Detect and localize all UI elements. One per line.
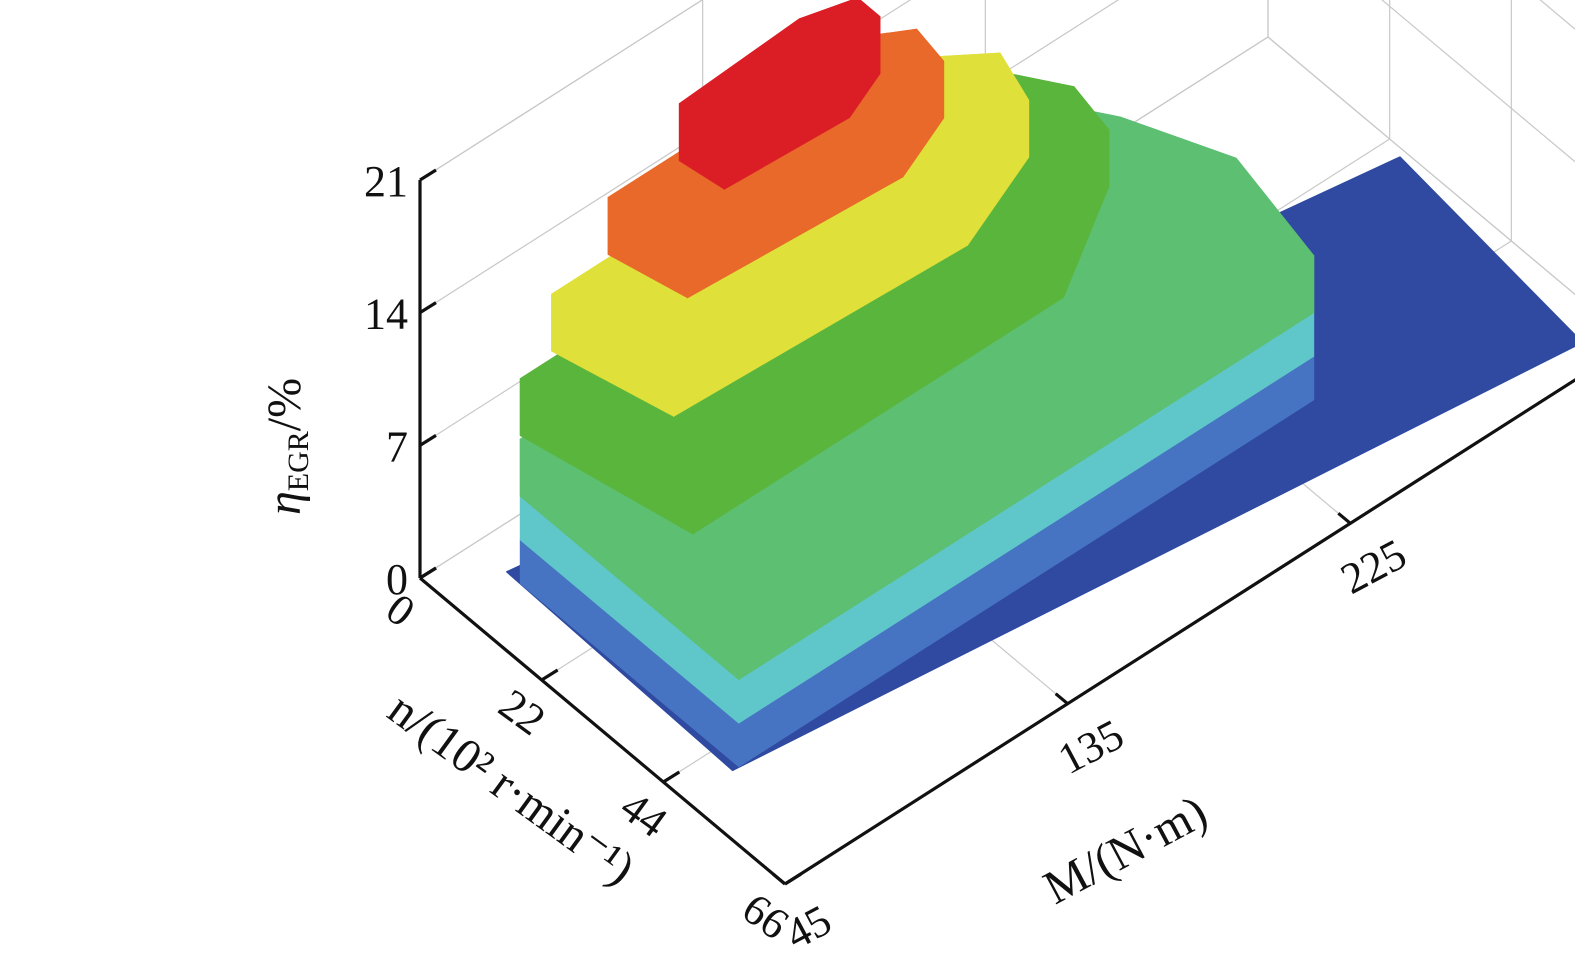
y-tick	[1054, 692, 1069, 705]
y-tick-label: 225	[1333, 529, 1414, 603]
z-tick	[419, 168, 437, 182]
z-tick	[419, 433, 437, 447]
y-axis-label: M/(N·m)	[1035, 785, 1215, 914]
surface-layer-7-top	[678, 0, 881, 133]
surface	[506, 0, 1575, 772]
z-tick-label: 7	[386, 422, 408, 471]
x-axis-line	[418, 576, 787, 886]
grid-line	[1381, 0, 1575, 163]
x-tick-label: 0	[377, 584, 424, 637]
z-axis-label: ηEGR/%	[258, 378, 315, 515]
z-tick-label: 21	[364, 157, 408, 206]
z-tick	[419, 301, 437, 315]
axes	[418, 168, 1575, 886]
z-tick-label: 0	[386, 555, 408, 604]
grid-line	[1267, 36, 1575, 296]
x-tick	[419, 566, 437, 580]
z-tick-label: 14	[364, 290, 408, 339]
grid-line	[1539, 0, 1575, 30]
y-tick-label: 135	[1050, 710, 1131, 784]
x-tick	[662, 770, 681, 784]
y-axis-line	[784, 378, 1575, 886]
x-tick-label: 22	[490, 680, 554, 746]
x-tick	[540, 668, 559, 682]
x-tick	[784, 872, 802, 886]
y-tick	[771, 872, 787, 886]
y-tick	[1337, 512, 1352, 525]
